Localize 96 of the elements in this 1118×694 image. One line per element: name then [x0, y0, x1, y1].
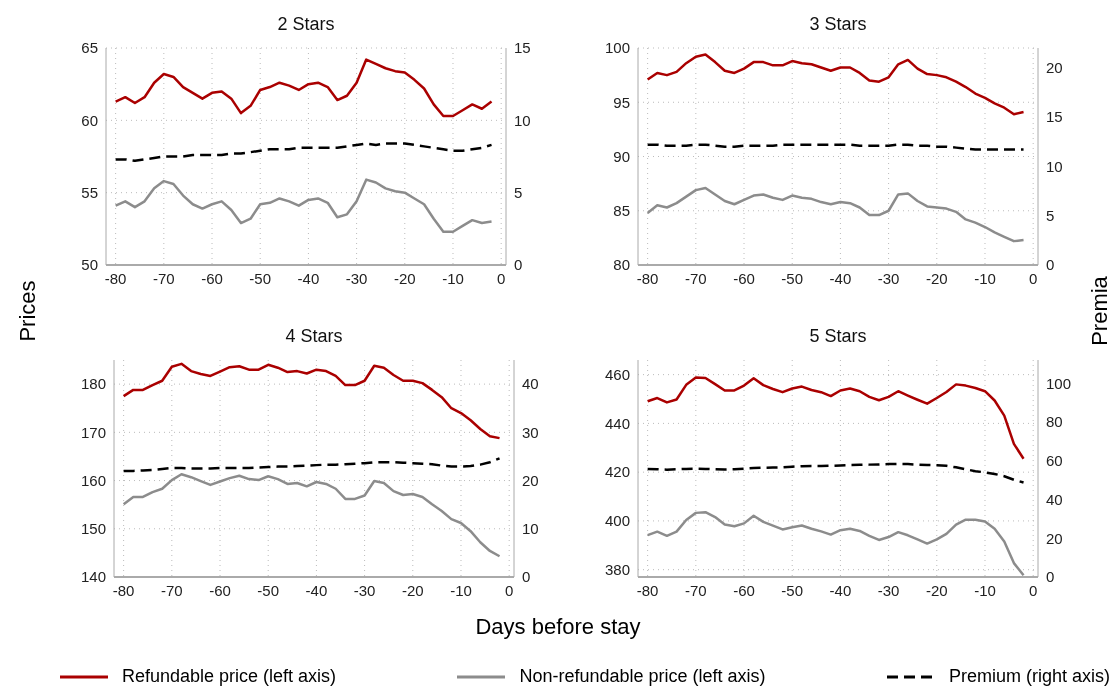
y-tick-label: 55 [81, 183, 98, 201]
x-tick-label: -40 [305, 581, 328, 599]
y-tick-label: 380 [604, 561, 630, 579]
y2-tick-label: 10 [1046, 157, 1063, 175]
y2-tick-label: 20 [1046, 529, 1063, 547]
chart-title: 3 Stars [808, 14, 868, 36]
line-series [122, 362, 501, 440]
y2-tick-label: 10 [514, 111, 531, 129]
line-series [122, 457, 501, 473]
y-tick-label: 420 [604, 463, 630, 481]
x-tick-label: -50 [781, 269, 804, 287]
x-tick-label: -70 [152, 269, 175, 287]
x-axis-title: Days before stay [474, 614, 642, 640]
x-tick-label: -30 [877, 581, 900, 599]
y2-tick-label: 100 [1046, 374, 1072, 392]
x-tick-label: -40 [829, 269, 852, 287]
chart-title: 5 Stars [808, 326, 868, 348]
legend-label: Refundable price (left axis) [122, 666, 337, 687]
x-tick-label: -60 [209, 581, 231, 599]
legend-label: Non-refundable price (left axis) [519, 666, 766, 687]
y-tick-label: 65 [81, 39, 98, 57]
x-tick-label: -10 [974, 581, 996, 599]
x-tick-label: -50 [781, 581, 804, 599]
y-tick-label: 440 [604, 414, 630, 432]
y2-tick-label: 15 [514, 39, 531, 57]
x-tick-label: -40 [297, 269, 320, 287]
y2-tick-label: 0 [1046, 568, 1055, 586]
y2-tick-label: 10 [522, 520, 539, 538]
y2-tick-label: 40 [522, 375, 539, 393]
line-series [114, 178, 493, 233]
y2-tick-label: 40 [1046, 490, 1063, 508]
y-tick-label: 170 [80, 423, 106, 441]
y-tick-label: 95 [613, 93, 630, 111]
line-series [646, 376, 1025, 460]
chart-title: 4 Stars [284, 326, 344, 348]
y-tick-label: 400 [604, 512, 630, 530]
y-tick-label: 90 [613, 147, 630, 165]
y-tick-label: 60 [81, 111, 98, 129]
x-tick-label: -20 [925, 269, 948, 287]
y2-tick-label: 15 [1046, 108, 1063, 126]
y2-tick-label: 30 [522, 423, 539, 441]
x-tick-label: -60 [201, 269, 223, 287]
y2-tick-label: 0 [1046, 256, 1055, 274]
x-tick-label: -70 [684, 269, 707, 287]
y2-tick-label: 80 [1046, 413, 1063, 431]
y2-tick-label: 60 [1046, 452, 1063, 470]
line-series [646, 462, 1025, 484]
y-tick-label: 100 [604, 39, 630, 57]
y2-axis-title: Premia [1087, 275, 1113, 348]
y-axis-title: Prices [15, 279, 41, 344]
line-series [114, 58, 493, 118]
x-tick-label: -70 [684, 581, 707, 599]
line-series [646, 53, 1025, 116]
x-tick-label: -80 [636, 269, 659, 287]
x-tick-label: -50 [257, 581, 280, 599]
x-tick-label: -30 [353, 581, 376, 599]
x-tick-label: -10 [442, 269, 464, 287]
x-tick-label: 0 [505, 581, 514, 599]
y-tick-label: 50 [81, 256, 98, 274]
x-tick-label: -60 [733, 581, 755, 599]
x-tick-label: -80 [112, 581, 135, 599]
x-tick-label: -30 [345, 269, 368, 287]
y2-tick-label: 20 [1046, 59, 1063, 77]
x-tick-label: -80 [636, 581, 659, 599]
x-tick-label: 0 [1029, 269, 1038, 287]
x-tick-label: -40 [829, 581, 852, 599]
y-tick-label: 140 [80, 568, 106, 586]
x-tick-label: -50 [249, 269, 272, 287]
line-series [114, 142, 493, 163]
x-tick-label: -10 [974, 269, 996, 287]
y-tick-label: 85 [613, 202, 630, 220]
y2-tick-label: 0 [522, 568, 531, 586]
line-series [646, 510, 1025, 577]
x-tick-label: -60 [733, 269, 755, 287]
line-series [646, 186, 1025, 243]
x-tick-label: -20 [393, 269, 416, 287]
x-tick-label: -80 [104, 269, 127, 287]
chart-title: 2 Stars [276, 14, 336, 36]
line-series [122, 473, 501, 558]
y-tick-label: 80 [613, 256, 630, 274]
x-tick-label: -20 [925, 581, 948, 599]
x-tick-label: -20 [401, 581, 424, 599]
y2-tick-label: 5 [1046, 207, 1055, 225]
y2-tick-label: 20 [522, 471, 539, 489]
x-tick-label: 0 [497, 269, 506, 287]
x-tick-label: -70 [160, 581, 183, 599]
y-tick-label: 460 [604, 365, 630, 383]
y-tick-label: 150 [80, 520, 106, 538]
y2-tick-label: 0 [514, 256, 523, 274]
x-tick-label: 0 [1029, 581, 1038, 599]
y-tick-label: 160 [80, 471, 106, 489]
x-tick-label: -30 [877, 269, 900, 287]
x-tick-label: -10 [450, 581, 472, 599]
y-tick-label: 180 [80, 375, 106, 393]
y2-tick-label: 5 [514, 183, 523, 201]
legend-label: Premium (right axis) [948, 666, 1110, 687]
